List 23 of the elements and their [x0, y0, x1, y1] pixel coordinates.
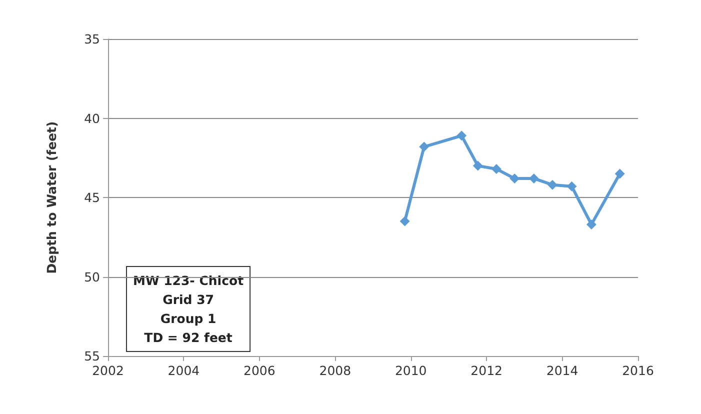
point: [614, 168, 625, 179]
y-tick-label: 50: [84, 269, 100, 284]
y-tick-label: 40: [84, 110, 100, 126]
x-tick-label: 2010: [394, 363, 427, 378]
x-tick-label: 2006: [244, 363, 276, 378]
point: [547, 180, 558, 190]
point: [456, 130, 467, 141]
point: [400, 216, 410, 226]
y-axis-title: Depth to Water (feet): [44, 121, 59, 274]
point: [491, 164, 502, 174]
x-tick-label: 2002: [92, 363, 124, 378]
y-tick-label: 55: [84, 348, 100, 364]
y-tick-label: 45: [84, 190, 100, 205]
point: [566, 181, 577, 192]
point: [419, 142, 430, 152]
x-tick-label: 2012: [470, 363, 502, 378]
x-tick-label: 2004: [168, 363, 200, 378]
point: [472, 160, 483, 171]
y-tick-label: 35: [84, 32, 100, 46]
x-tick-label: 2008: [319, 363, 352, 378]
x-tick-label: 2014: [546, 363, 578, 378]
x-tick-label: 2016: [622, 363, 654, 378]
point: [586, 219, 596, 230]
